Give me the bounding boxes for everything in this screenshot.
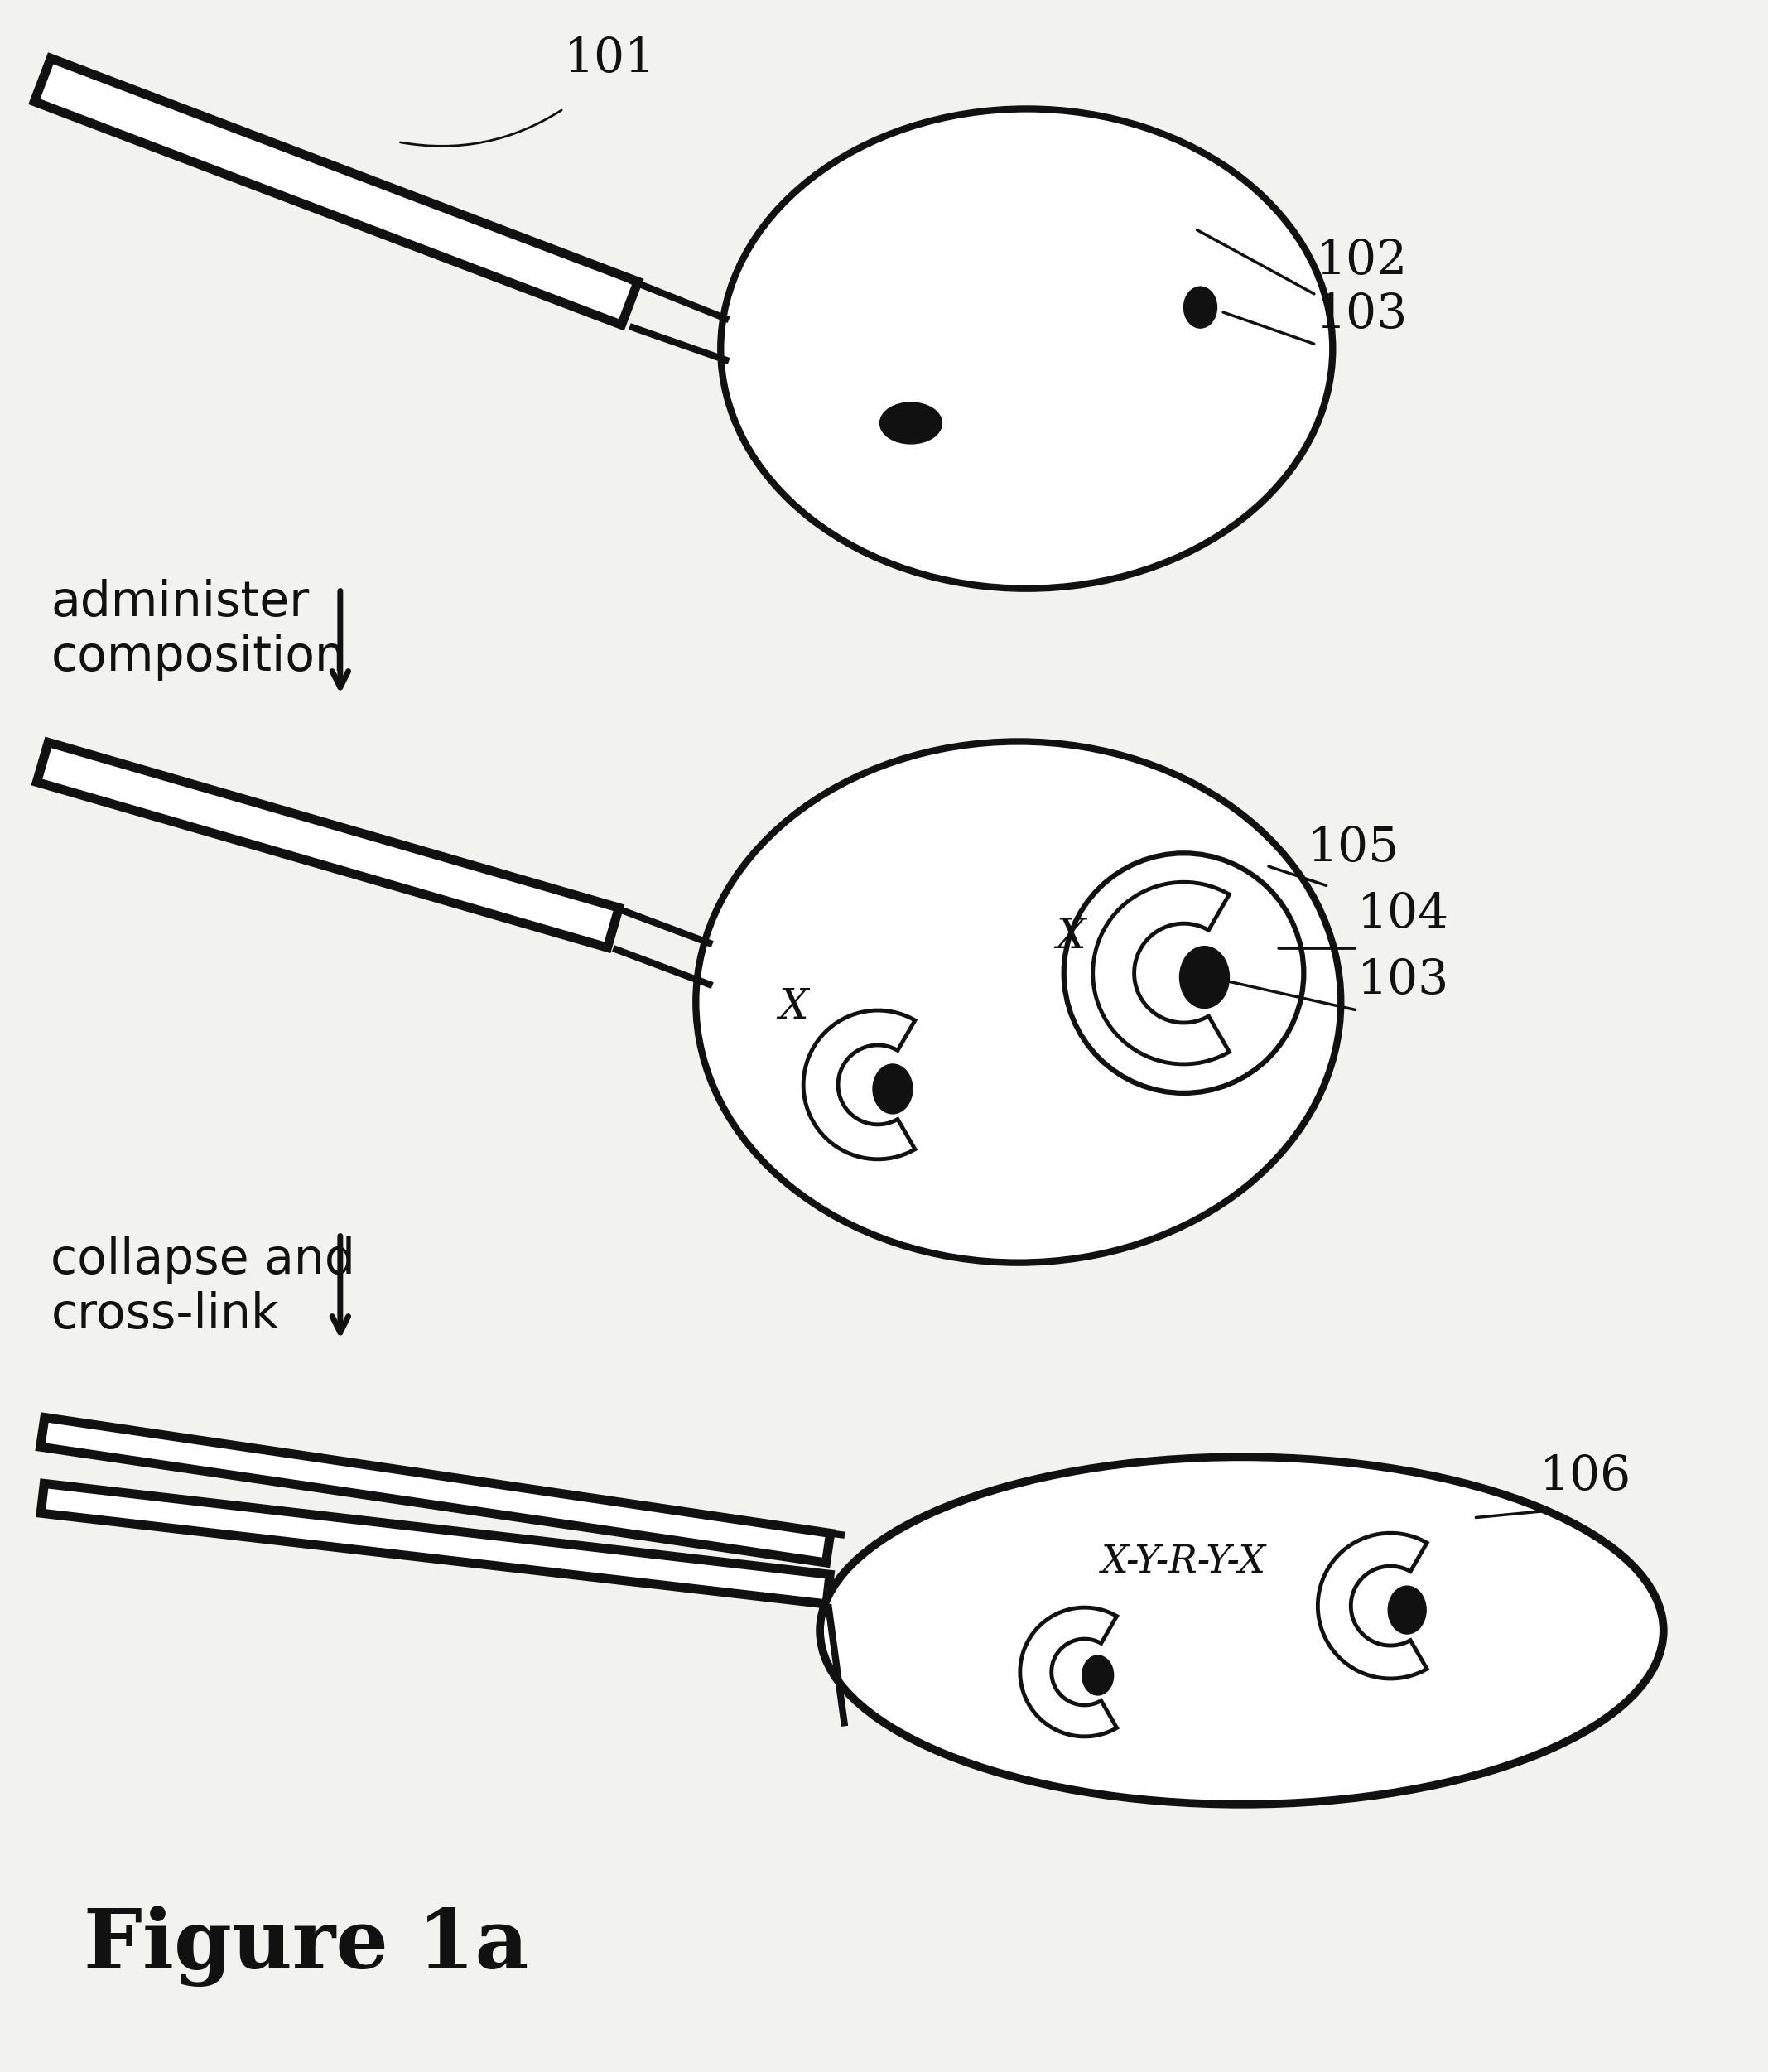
Ellipse shape xyxy=(1179,947,1229,1009)
Polygon shape xyxy=(1317,1533,1427,1678)
Text: X: X xyxy=(778,986,808,1028)
Text: 102: 102 xyxy=(1315,238,1409,284)
Ellipse shape xyxy=(721,110,1333,588)
Polygon shape xyxy=(1020,1608,1117,1736)
Ellipse shape xyxy=(1185,286,1216,327)
Text: 103: 103 xyxy=(1315,292,1409,338)
Ellipse shape xyxy=(820,1457,1664,1805)
Text: 106: 106 xyxy=(1540,1455,1632,1500)
Text: Figure 1a: Figure 1a xyxy=(83,1904,529,1987)
Text: 103: 103 xyxy=(1358,957,1450,1003)
Text: 104: 104 xyxy=(1358,891,1450,939)
Text: administer
composition: administer composition xyxy=(51,578,345,682)
Ellipse shape xyxy=(1082,1656,1114,1695)
Ellipse shape xyxy=(880,402,942,443)
Polygon shape xyxy=(1093,883,1229,1065)
Polygon shape xyxy=(41,1484,829,1604)
Polygon shape xyxy=(34,58,638,325)
Text: 105: 105 xyxy=(1308,825,1400,872)
Polygon shape xyxy=(41,1417,831,1562)
Text: X: X xyxy=(1055,916,1086,957)
Polygon shape xyxy=(803,1011,916,1158)
Ellipse shape xyxy=(1388,1585,1427,1635)
Text: 101: 101 xyxy=(564,35,656,81)
Polygon shape xyxy=(37,742,619,947)
Ellipse shape xyxy=(697,742,1340,1262)
Ellipse shape xyxy=(873,1065,912,1115)
Text: X-Y-R-Y-X: X-Y-R-Y-X xyxy=(1101,1544,1266,1581)
Text: collapse and
cross-link: collapse and cross-link xyxy=(51,1237,355,1339)
